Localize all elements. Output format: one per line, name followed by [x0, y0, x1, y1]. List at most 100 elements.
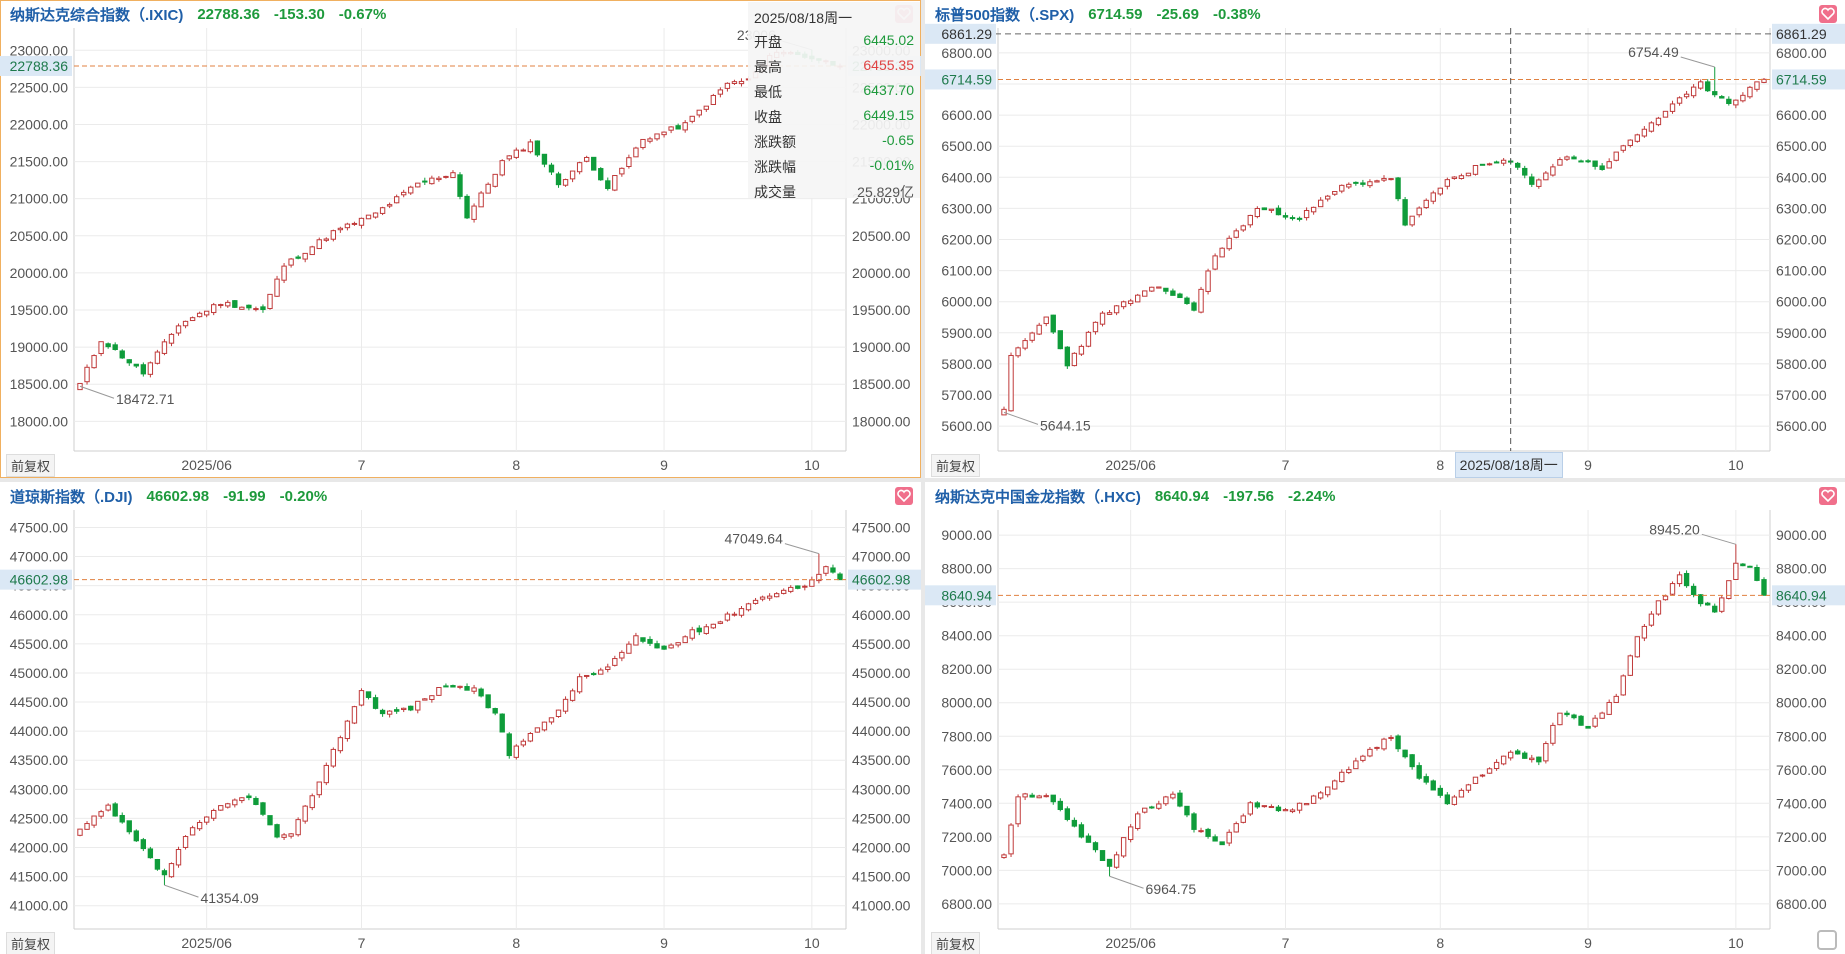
candle-body — [1008, 354, 1014, 412]
y-tick-label-right: 18000.00 — [852, 413, 911, 429]
low-annotation-line — [1109, 875, 1144, 889]
candle-body — [330, 230, 337, 240]
candle — [675, 123, 681, 130]
candle — [295, 817, 301, 837]
candle — [253, 306, 259, 312]
candle — [309, 793, 315, 811]
candle-body — [1740, 563, 1746, 567]
favorite-heart-icon[interactable] — [1819, 487, 1837, 505]
candle — [126, 359, 132, 366]
current-price-badge-left — [925, 585, 996, 606]
adjust-button[interactable]: 前复权 — [931, 932, 981, 954]
candle-body — [1050, 314, 1056, 333]
candle-body — [527, 141, 534, 153]
candle-body — [154, 351, 161, 364]
y-tick-label-right: 47500.00 — [852, 519, 911, 535]
candle — [1339, 184, 1345, 194]
candle — [682, 635, 688, 644]
candle-body — [513, 745, 519, 758]
tooltip-row: 开盘 6445.02 — [754, 32, 914, 54]
candle — [1571, 155, 1577, 160]
candle-body — [218, 805, 224, 811]
candle — [443, 683, 449, 688]
candle-body — [379, 709, 386, 715]
candle — [393, 194, 400, 204]
y-tick-label-right: 7600.00 — [1776, 762, 1827, 778]
candle — [619, 650, 625, 662]
adjust-button[interactable]: 前复权 — [6, 454, 56, 477]
candle — [401, 707, 407, 713]
candle-body — [379, 207, 386, 214]
candle-body — [555, 173, 562, 186]
spx-chart[interactable]: 5600.00 5600.00 5700.00 5700.00 5800.00 5800.… — [925, 0, 1845, 478]
candle — [1416, 762, 1422, 780]
candle-body — [147, 848, 154, 859]
candle — [548, 162, 555, 175]
candle-body — [443, 175, 449, 178]
favorite-heart-icon[interactable] — [895, 487, 913, 505]
candle — [140, 837, 147, 852]
candle — [1078, 344, 1085, 357]
candle-body — [239, 306, 245, 310]
candle-body — [1275, 207, 1282, 216]
chart-panel-ixic[interactable]: 18000.00 18000.00 18500.00 18500.00 19000.00… — [0, 0, 921, 478]
dji-chart[interactable]: 41000.00 41000.00 41500.00 41500.00 42000.00… — [0, 482, 921, 954]
candle — [1655, 600, 1662, 616]
percent-change: -0.67% — [338, 5, 387, 23]
candle-body — [302, 805, 308, 822]
candle-body — [830, 567, 836, 573]
candle-body — [1606, 161, 1612, 169]
candle-body — [675, 125, 681, 130]
candle — [1296, 216, 1303, 222]
candle-body — [232, 799, 238, 806]
candle-body — [492, 708, 498, 714]
adjust-button[interactable]: 前复权 — [6, 932, 56, 954]
candle-body — [1163, 287, 1169, 292]
candle-body — [647, 638, 653, 644]
favorite-heart-icon[interactable] — [1819, 5, 1837, 23]
candle-body — [541, 721, 548, 731]
candle — [1564, 710, 1570, 717]
high-annotation-label: 8945.20 — [1649, 521, 1700, 537]
y-tick-label-left: 20500.00 — [10, 228, 69, 244]
candle — [253, 796, 259, 806]
candle — [640, 637, 646, 644]
candle-body — [1057, 800, 1063, 811]
candle — [1719, 594, 1725, 614]
candle-body — [520, 740, 527, 746]
hxc-chart[interactable]: 6800.00 6800.00 7000.00 7000.00 7200.00 7200.… — [925, 482, 1845, 954]
tooltip-label: 最高 — [754, 59, 782, 75]
top-value-label-left: 6861.29 — [941, 26, 992, 42]
candle — [457, 172, 463, 200]
tooltip-value: 6449.15 — [863, 107, 914, 123]
chart-panel-dji[interactable]: 41000.00 41000.00 41500.00 41500.00 42000.00… — [0, 482, 921, 954]
candle-body — [288, 833, 294, 837]
candle — [1268, 804, 1275, 809]
candle — [745, 602, 752, 612]
candle — [738, 605, 745, 618]
candle-body — [1113, 854, 1120, 868]
candle-body — [689, 115, 695, 122]
x-tick-label: 7 — [1282, 935, 1290, 951]
candle-body — [464, 686, 470, 691]
candle — [1177, 790, 1183, 808]
candle — [576, 161, 583, 175]
candle — [513, 744, 519, 760]
candle — [1001, 406, 1007, 416]
candle — [1142, 807, 1148, 814]
candle — [1064, 806, 1071, 822]
y-tick-label-left: 42000.00 — [10, 840, 69, 856]
candle — [823, 565, 829, 577]
y-tick-label-right: 41000.00 — [852, 898, 911, 914]
candle-body — [1515, 750, 1521, 755]
chart-panel-spx[interactable]: 5600.00 5600.00 5700.00 5700.00 5800.00 5800.… — [925, 0, 1845, 478]
chart-panel-hxc[interactable]: 6800.00 6800.00 7000.00 7000.00 7200.00 7200.… — [925, 482, 1845, 954]
candle-body — [1099, 850, 1106, 861]
candle-body — [781, 589, 787, 594]
candle-body — [1543, 172, 1549, 181]
candle-body — [1472, 776, 1479, 784]
adjust-button[interactable]: 前复权 — [931, 454, 981, 477]
candle-body — [471, 687, 477, 692]
candle — [386, 710, 393, 718]
candle — [1458, 173, 1465, 180]
